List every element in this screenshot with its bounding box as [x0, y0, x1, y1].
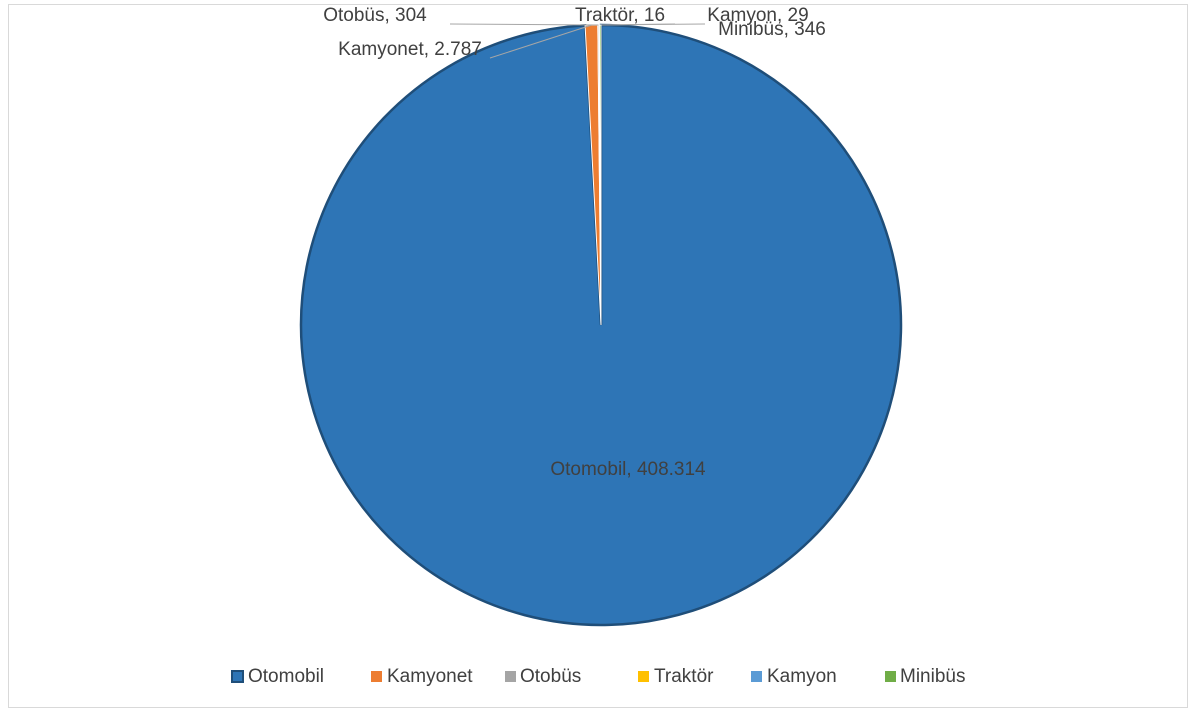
legend-label: Otobüs [520, 666, 581, 687]
data-label: Traktör, 16 [575, 5, 665, 26]
data-label: Minibüs, 346 [718, 19, 826, 40]
legend-label: Kamyon [767, 666, 837, 687]
legend-label: Minibüs [900, 666, 965, 687]
pie-slice [598, 24, 602, 326]
legend-label: Traktör [654, 666, 714, 687]
legend-swatch [231, 670, 244, 683]
legend-swatch [371, 671, 382, 682]
leader-line [449, 23, 599, 26]
data-label: Kamyonet, 2.787 [338, 39, 482, 60]
legend-swatch [751, 671, 762, 682]
data-label: Kamyon, 29 [707, 5, 808, 26]
data-label: Otomobil, 408.314 [550, 459, 706, 480]
data-label: Otobüs, 304 [323, 5, 427, 26]
legend-swatch [885, 671, 896, 682]
leader-line [489, 24, 592, 59]
leader-line [599, 23, 706, 26]
legend-label: Kamyonet [387, 666, 473, 687]
legend-swatch [505, 671, 516, 682]
legend-swatch [638, 671, 649, 682]
legend-label: Otomobil [248, 666, 324, 687]
